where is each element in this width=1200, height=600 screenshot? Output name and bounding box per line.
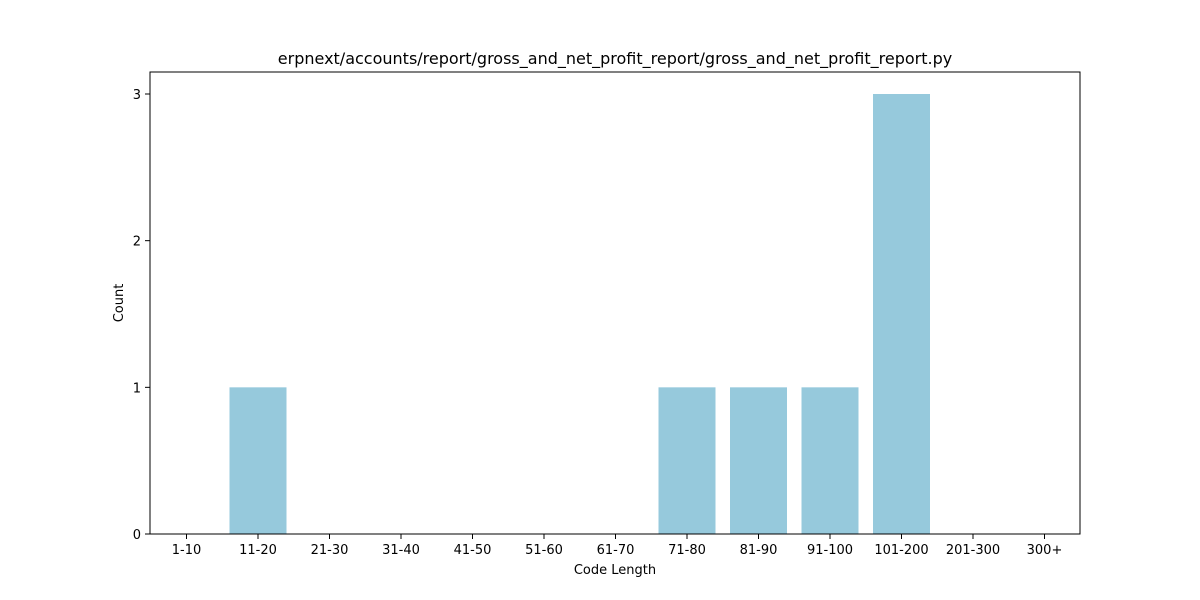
y-tick-label: 1 (133, 381, 141, 396)
y-tick-label: 2 (133, 235, 141, 250)
x-tick-label: 1-10 (172, 543, 202, 558)
y-axis-ticks: 0 1 2 3 (133, 88, 150, 543)
bar-91-100 (801, 387, 859, 534)
x-tick-label: 91-100 (807, 543, 853, 558)
x-axis-label: Code Length (574, 563, 656, 578)
plot-frame (149, 71, 1081, 535)
bar-11-20 (229, 387, 287, 534)
x-tick-label: 81-90 (740, 543, 778, 558)
bar-81-90 (730, 387, 787, 534)
x-tick-label: 71-80 (668, 543, 706, 558)
x-axis-ticks: 1-10 11-20 21-30 31-40 41-50 51-60 61-70 71-80 8… (172, 534, 1063, 558)
x-tick-label: 61-70 (597, 543, 635, 558)
x-tick-label: 101-200 (874, 543, 928, 558)
y-tick-label: 3 (133, 88, 141, 103)
y-axis-label: Count (112, 284, 127, 323)
bar-71-80 (658, 387, 716, 534)
bars-group (229, 94, 930, 534)
chart-title: erpnext/accounts/report/gross_and_net_pr… (278, 49, 952, 69)
x-tick-label: 201-300 (946, 543, 1000, 558)
x-tick-label: 300+ (1027, 543, 1063, 558)
x-tick-label: 41-50 (454, 543, 492, 558)
y-tick-label: 0 (133, 528, 141, 543)
x-tick-label: 21-30 (311, 543, 349, 558)
x-tick-label: 51-60 (525, 543, 563, 558)
x-tick-label: 11-20 (239, 543, 277, 558)
x-tick-label: 31-40 (382, 543, 420, 558)
bar-101-200 (873, 94, 930, 534)
